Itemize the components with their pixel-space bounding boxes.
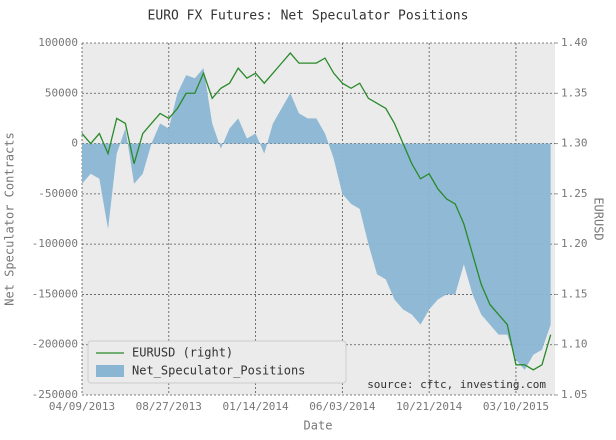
y2-tick-label: 1.30	[561, 137, 588, 150]
x-tick-label: 04/09/2013	[49, 400, 115, 413]
y-tick-label: -50000	[38, 187, 78, 200]
y2-tick-label: 1.20	[561, 237, 588, 250]
x-tick-label: 01/14/2014	[222, 400, 289, 413]
y2-tick-label: 1.35	[561, 86, 588, 99]
x-tick-label: 08/27/2013	[136, 400, 202, 413]
chart-title: EURO FX Futures: Net Speculator Position…	[148, 9, 469, 24]
y2-tick-label: 1.10	[561, 338, 588, 351]
y-tick-label: -200000	[32, 338, 78, 351]
source-note: source: cftc, investing.com	[367, 378, 546, 391]
y2-tick-label: 1.05	[561, 388, 588, 401]
marks	[81, 52, 552, 371]
y2-axis-title: EURUSD	[592, 197, 606, 240]
legend-label: Net_Speculator_Positions	[132, 364, 305, 378]
x-axis-title: Date	[304, 419, 333, 433]
y-tick-label: 100000	[38, 36, 78, 49]
line	[81, 52, 552, 371]
y2-tick-label: 1.40	[561, 36, 588, 49]
y-tick-label: -150000	[32, 287, 78, 300]
area	[82, 68, 551, 370]
y2-tick-label: 1.25	[561, 187, 588, 200]
y-tick-label: 50000	[45, 86, 78, 99]
y-axis-title: Net Speculator Contracts	[3, 132, 17, 305]
y2-tick-label: 1.15	[561, 287, 588, 300]
legend: EURUSD (right) Net_Speculator_Positions	[87, 340, 347, 384]
x-tick-label: 10/21/2014	[396, 400, 463, 413]
x-tick-label: 06/03/2014	[309, 400, 376, 413]
legend-label: EURUSD (right)	[132, 346, 233, 360]
y-tick-label: 0	[71, 137, 78, 150]
x-tick-label: 03/10/2015	[483, 400, 549, 413]
legend-swatch	[96, 365, 124, 377]
y-tick-label: -100000	[32, 237, 78, 250]
y-tick-label: -250000	[32, 388, 78, 401]
legend-box	[87, 340, 347, 384]
